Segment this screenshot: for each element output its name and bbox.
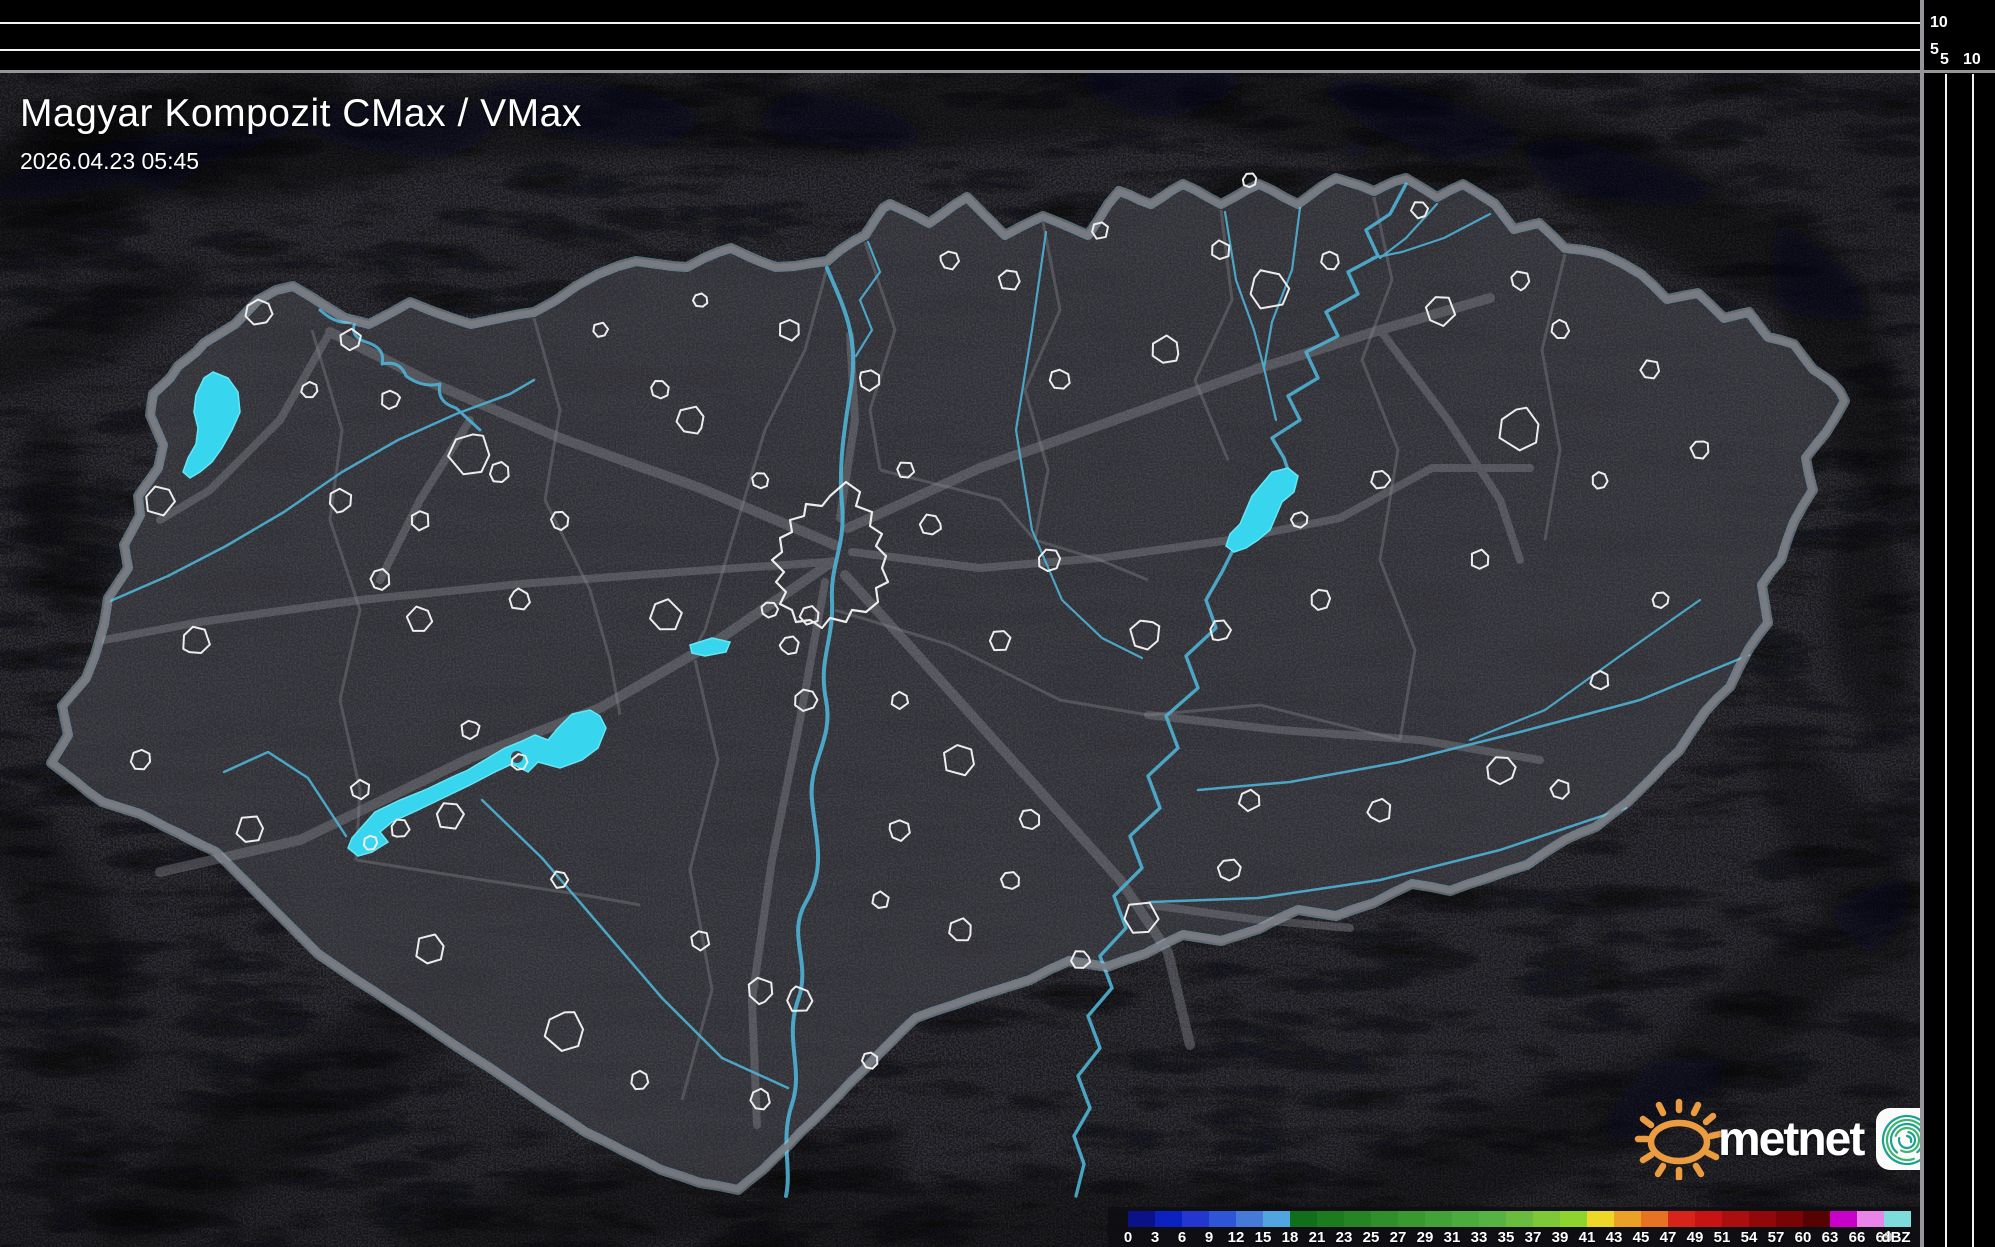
right-scale-label-10: 10 [1963,51,1981,68]
dbz-color-cell [1587,1211,1614,1227]
dbz-color-cell [1668,1211,1695,1227]
dbz-tick-label: 69 [1875,1229,1893,1246]
dbz-color-cell [1776,1211,1803,1227]
dbz-color-cell [1263,1211,1290,1227]
map-timestamp: 2026.04.23 05:45 [20,148,200,174]
dbz-color-cell [1209,1211,1236,1227]
title-block: Magyar Kompozit CMax / VMax 2026.04.23 0… [20,92,582,175]
dbz-color-cell [1803,1211,1830,1227]
dbz-tick-label: 21 [1308,1229,1326,1246]
metnet-wordmark: metnet [1718,1112,1865,1166]
dbz-color-cell [1506,1211,1533,1227]
top-scale-label-10: 10 [1930,14,1948,31]
dbz-tick-label: 63 [1821,1229,1839,1246]
right-height-scale-strip [1924,0,1995,1247]
vignette [0,70,1920,1247]
dbz-tick-label: 35 [1497,1229,1515,1246]
dbz-color-cell [1884,1211,1911,1227]
dbz-tick-label: 0 [1123,1229,1133,1246]
dbz-tick-label: 3 [1150,1229,1160,1246]
top-scale-line-5km [0,49,1920,51]
dbz-legend: 0 3 6 9 12 15 18 21 23 25 27 29 31 33 35 37 39 41 43 45 47 49… [1108,1207,1920,1247]
map-title: Magyar Kompozit CMax / VMax [20,92,582,135]
dbz-tick-label: 41 [1578,1229,1596,1246]
dbz-tick-label: 6 [1177,1229,1187,1246]
top-scale-line-10km [0,22,1920,24]
dbz-color-cell [1479,1211,1506,1227]
dbz-tick-label: 43 [1605,1229,1623,1246]
dbz-color-cell [1614,1211,1641,1227]
dbz-tick-label: 31 [1443,1229,1461,1246]
dbz-color-cell [1722,1211,1749,1227]
dbz-tick-label: 51 [1713,1229,1731,1246]
top-scale-label-5: 5 [1930,41,1939,58]
dbz-tick-label: 15 [1254,1229,1272,1246]
dbz-color-cell [1236,1211,1263,1227]
dbz-color-cell [1128,1211,1155,1227]
dbz-color-cell [1155,1211,1182,1227]
right-scale-label-5: 5 [1940,51,1949,68]
legend-unit: dBZ [1881,1229,1911,1246]
dbz-color-cell [1317,1211,1344,1227]
dbz-tick-label: 37 [1524,1229,1542,1246]
dbz-tick-label: 18 [1281,1229,1299,1246]
dbz-color-cell [1182,1211,1209,1227]
dbz-color-cell [1641,1211,1668,1227]
dbz-color-cell [1830,1211,1857,1227]
dbz-color-cell [1560,1211,1587,1227]
dbz-tick-label: 39 [1551,1229,1569,1246]
dbz-color-cell [1749,1211,1776,1227]
dbz-color-cell [1371,1211,1398,1227]
top-height-scale-strip [0,0,1920,70]
dbz-tick-label: 60 [1794,1229,1812,1246]
dbz-tick-label: 45 [1632,1229,1650,1246]
dbz-color-cell [1425,1211,1452,1227]
dbz-tick-label: 27 [1389,1229,1407,1246]
dbz-tick-label: 57 [1767,1229,1785,1246]
dbz-color-cell [1398,1211,1425,1227]
dbz-tick-label: 25 [1362,1229,1380,1246]
map-top-divider [0,70,1995,73]
right-scale-line-5km [1945,74,1947,1247]
right-scale-line-10km [1972,74,1974,1247]
dbz-tick-label: 47 [1659,1229,1677,1246]
dbz-tick-label: 9 [1204,1229,1214,1246]
dbz-tick-label: 33 [1470,1229,1488,1246]
dbz-tick-label: 49 [1686,1229,1704,1246]
sun-icon [1634,1098,1724,1180]
metnet-logo: metnet [1632,1098,1939,1180]
dbz-color-cell [1857,1211,1884,1227]
dbz-tick-label: 66 [1848,1229,1866,1246]
dbz-color-cell [1695,1211,1722,1227]
dbz-color-cell [1290,1211,1317,1227]
dbz-tick-label: 12 [1227,1229,1245,1246]
map-right-divider [1920,0,1924,1247]
dbz-color-cell [1344,1211,1371,1227]
dbz-tick-label: 29 [1416,1229,1434,1246]
dbz-tick-label: 23 [1335,1229,1353,1246]
dbz-tick-label: 54 [1740,1229,1758,1246]
dbz-color-cell [1533,1211,1560,1227]
dbz-color-cell [1452,1211,1479,1227]
